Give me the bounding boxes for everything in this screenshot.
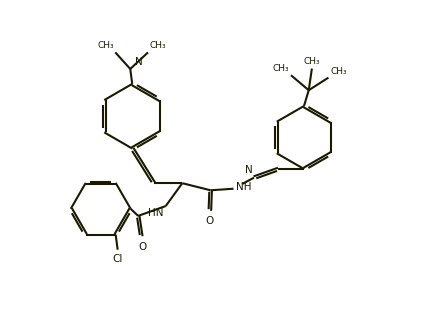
Text: N: N (135, 57, 143, 67)
Text: CH₃: CH₃ (330, 67, 347, 76)
Text: CH₃: CH₃ (273, 64, 289, 73)
Text: CH₃: CH₃ (304, 57, 320, 66)
Text: O: O (138, 242, 146, 252)
Text: HN: HN (148, 208, 164, 218)
Text: N: N (245, 165, 252, 175)
Text: O: O (206, 216, 214, 226)
Text: CH₃: CH₃ (97, 42, 114, 50)
Text: CH₃: CH₃ (150, 42, 166, 50)
Text: NH: NH (236, 182, 252, 192)
Text: Cl: Cl (112, 254, 123, 264)
